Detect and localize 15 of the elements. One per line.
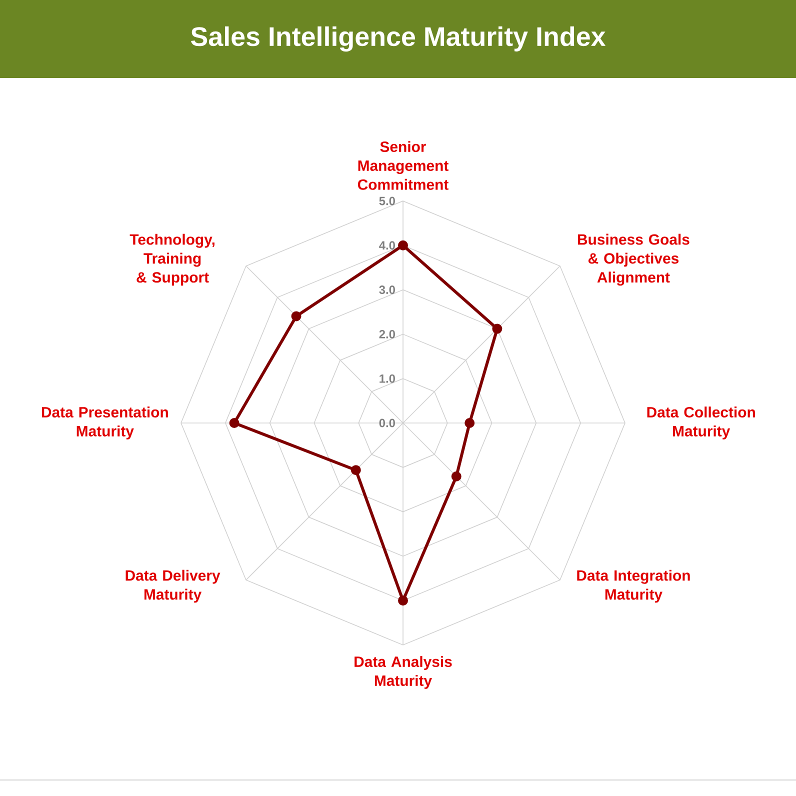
y-tick-label: 4.0 [379,241,395,250]
spoke-label: Data Integration Maturity [577,570,690,603]
y-tick-label: 0.0 [379,418,395,428]
y-tick-label: 1.0 [380,374,395,383]
spoke-label: Data Collection Maturity [647,406,755,440]
spoke-label: Technology, Training & Support [130,234,214,286]
y-tick-label: 5.0 [379,196,395,206]
spoke-label: Data Delivery Maturity [126,570,220,603]
y-tick-label: 2.0 [379,330,395,338]
chart-title: Sales Intelligence Maturity Index [190,26,606,52]
y-tick-label: 3.0 [379,286,395,294]
spoke-label: Data Analysis Maturity [354,656,452,689]
spoke-label: Business Goals & Objectives Alignment [578,234,690,286]
spoke-label: Data Presentation Maturity [42,406,168,440]
spoke-label: Senior Management Commitment [358,141,448,190]
